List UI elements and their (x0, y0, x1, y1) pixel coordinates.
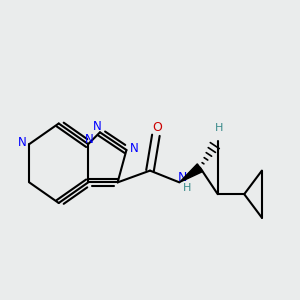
Text: N: N (85, 133, 94, 146)
Text: H: H (183, 183, 191, 193)
Text: H: H (215, 123, 224, 133)
Polygon shape (179, 164, 203, 182)
Text: O: O (152, 122, 162, 134)
Text: N: N (17, 136, 26, 149)
Text: N: N (178, 172, 187, 184)
Text: N: N (129, 142, 138, 155)
Text: N: N (93, 120, 101, 133)
